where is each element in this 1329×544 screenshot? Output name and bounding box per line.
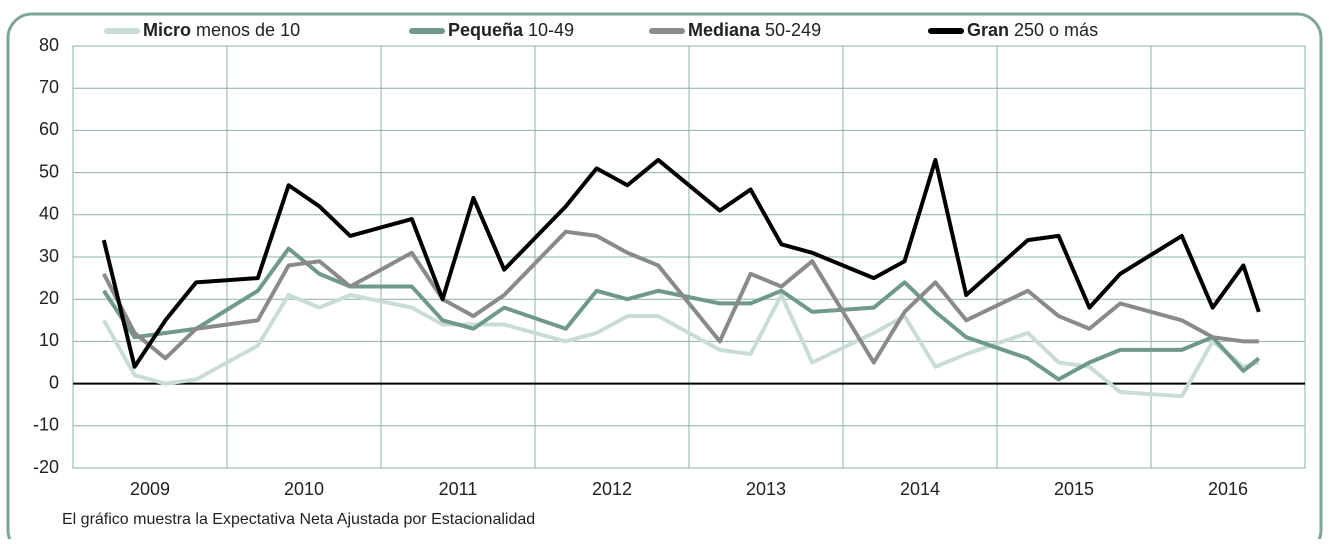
legend-label: Micro menos de 10 (143, 20, 300, 40)
x-tick-label: 2009 (130, 479, 170, 499)
x-tick-label: 2010 (284, 479, 324, 499)
y-tick-label: -20 (33, 457, 59, 477)
y-tick-label: 40 (39, 204, 59, 224)
legend-name: Micro (143, 20, 191, 40)
y-tick-label: 30 (39, 246, 59, 266)
legend-label: Gran 250 o más (967, 20, 1098, 40)
series-line (102, 229, 1259, 365)
legend-range: 250 o más (1014, 20, 1098, 40)
legend-label: Mediana 50-249 (688, 20, 821, 40)
legend-label: Pequeña 10-49 (448, 20, 574, 40)
frame (6, 12, 1323, 544)
x-tick-label: 2012 (592, 479, 632, 499)
y-tick-label: 10 (39, 330, 59, 350)
y-tick-label: 20 (39, 288, 59, 308)
y-tick-label: 0 (49, 372, 59, 392)
y-tick-label: 80 (39, 35, 59, 55)
legend-range: 50-249 (765, 20, 821, 40)
legend-name: Mediana (688, 20, 761, 40)
y-tick-label: 60 (39, 119, 59, 139)
x-tick-label: 2016 (1208, 479, 1248, 499)
y-tick-label: 70 (39, 77, 59, 97)
series-line (102, 246, 1261, 382)
legend-background (95, 16, 1175, 46)
series-line (102, 292, 1260, 399)
legend-range: menos de 10 (196, 20, 300, 40)
legend-name: Pequeña (448, 20, 524, 40)
x-tick-label: 2011 (439, 479, 478, 499)
x-tick-label: 2013 (746, 479, 786, 499)
footnote: El gráfico muestra la Expectativa Neta A… (62, 511, 535, 528)
x-tick-label: 2014 (900, 479, 940, 499)
plot-border (72, 45, 1306, 469)
y-tick-label: 50 (39, 161, 59, 181)
legend-name: Gran (967, 20, 1009, 40)
series-line (101, 157, 1261, 369)
legend-range: 10-49 (528, 20, 574, 40)
y-tick-label: -10 (33, 415, 59, 435)
x-tick-label: 2015 (1054, 479, 1094, 499)
